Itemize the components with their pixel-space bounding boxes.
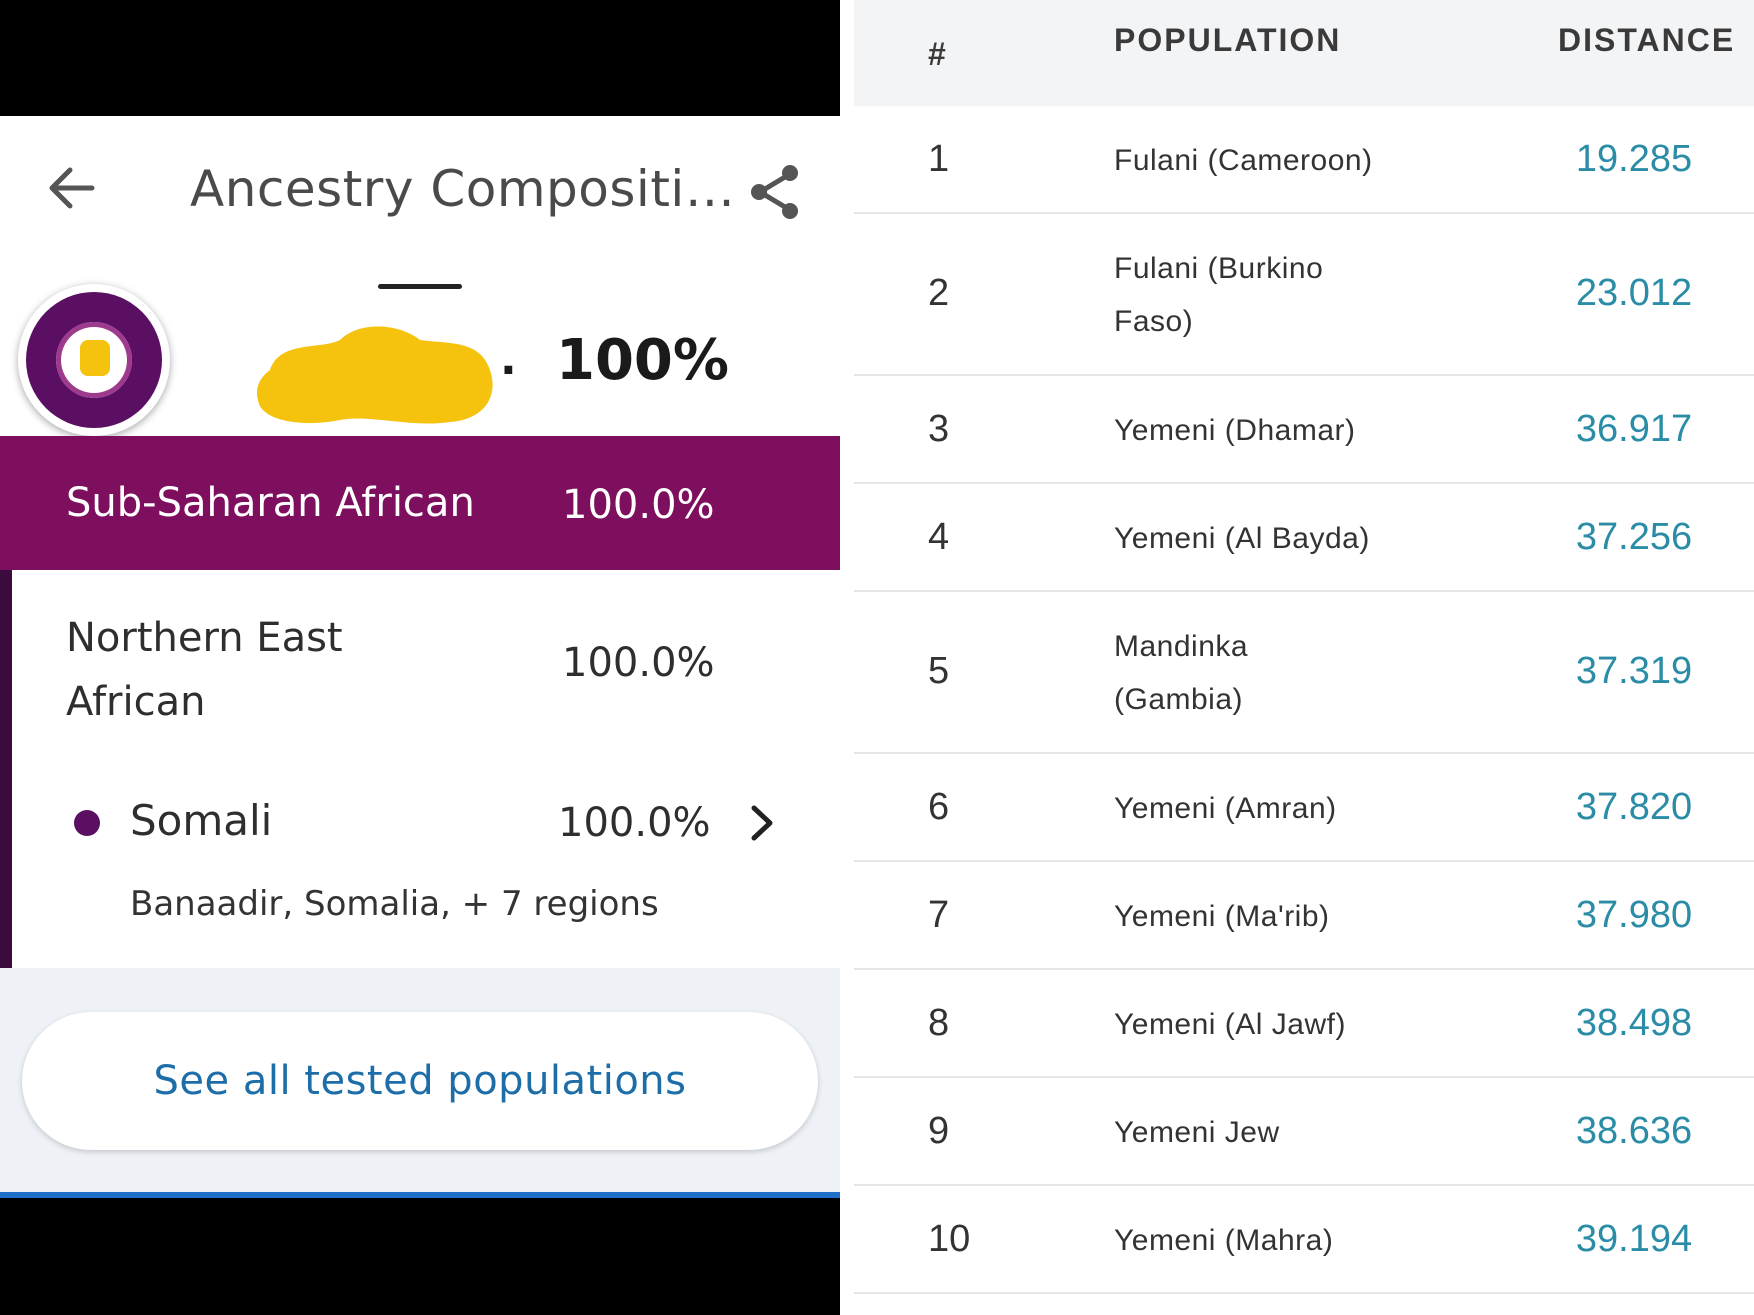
table-row: 2 Fulani (Burkino Faso) 23.012 xyxy=(854,214,1754,376)
row-population: Yemeni (Ma'rib) xyxy=(1114,900,1330,933)
back-button[interactable] xyxy=(40,156,104,220)
row-rank: 2 xyxy=(928,272,950,314)
subcategory-label: Northern East African xyxy=(66,615,343,725)
page-title: Ancestry Compositi… xyxy=(190,160,736,218)
population-color-dot xyxy=(74,810,100,836)
table-row: 4 Yemeni (Al Bayda) 37.256 xyxy=(854,484,1754,592)
arrow-left-icon xyxy=(49,167,95,209)
row-rank: 10 xyxy=(928,1218,971,1260)
table-header: # POPULATION DISTANCE xyxy=(854,0,1754,108)
chevron-right-icon xyxy=(751,805,773,841)
row-distance: 38.498 xyxy=(1575,1002,1693,1044)
summary-percent: 100% xyxy=(556,328,730,393)
name-ellipsis: . xyxy=(500,334,517,385)
population-label[interactable]: Somali xyxy=(130,796,273,845)
population-expand-button[interactable] xyxy=(742,798,782,848)
footer-area: See all tested populations xyxy=(0,968,840,1192)
row-distance: 23.012 xyxy=(1575,272,1693,314)
bottom-black-bar xyxy=(0,1198,840,1315)
row-population: Yemeni (Al Jawf) xyxy=(1114,1008,1346,1041)
see-all-populations-button[interactable]: See all tested populations xyxy=(22,1012,818,1150)
app-bar: Ancestry Compositi… xyxy=(0,116,840,264)
row-distance: 37.820 xyxy=(1575,786,1693,828)
row-rank: 8 xyxy=(928,1002,950,1044)
row-rank: 5 xyxy=(928,650,950,692)
row-rank: 9 xyxy=(928,1110,950,1152)
category-percent: 100.0% xyxy=(562,482,715,528)
row-rank: 1 xyxy=(928,138,950,180)
row-population: Fulani (Burkino Faso) xyxy=(1114,252,1324,338)
column-header-distance: DISTANCE xyxy=(1558,22,1736,58)
row-distance: 36.917 xyxy=(1575,408,1693,450)
row-population: Yemeni (Dhamar) xyxy=(1114,414,1356,447)
row-population: Yemeni (Mahra) xyxy=(1114,1224,1334,1257)
category-row-sub-saharan-african[interactable]: Sub-Saharan African 100.0% xyxy=(0,436,840,570)
population-percent: 100.0% xyxy=(558,800,711,846)
population-regions: Banaadir, Somalia, + 7 regions xyxy=(130,884,659,924)
table-row: 1 Fulani (Cameroon) 19.285 xyxy=(854,106,1754,214)
bottom-accent-line xyxy=(0,1192,840,1198)
column-header-population: POPULATION xyxy=(1114,22,1342,58)
top-black-bar xyxy=(0,0,840,116)
share-icon xyxy=(751,165,798,219)
column-header-rank: # xyxy=(928,36,948,72)
row-rank: 7 xyxy=(928,894,950,936)
population-distance-table: # POPULATION DISTANCE 1 Fulani (Cameroon… xyxy=(854,0,1754,1315)
row-distance: 37.256 xyxy=(1575,516,1693,558)
table-row: 10 Yemeni (Mahra) 39.194 xyxy=(854,1186,1754,1294)
row-rank: 3 xyxy=(928,408,950,450)
subcategory-section: Northern East African 100.0% Somali 100.… xyxy=(0,570,840,968)
avatar xyxy=(18,284,170,436)
row-population: Yemeni (Amran) xyxy=(1114,792,1337,825)
category-label: Sub-Saharan African xyxy=(66,480,475,526)
row-rank: 6 xyxy=(928,786,950,828)
row-distance: 37.980 xyxy=(1575,894,1693,936)
ancestry-summary: . 100% xyxy=(0,264,840,436)
ancestry-composition-panel: Ancestry Compositi… . 100% Sub-Saharan A… xyxy=(0,0,840,1315)
row-population: Yemeni Jew xyxy=(1114,1116,1280,1149)
row-population: Fulani (Cameroon) xyxy=(1114,144,1373,177)
share-button[interactable] xyxy=(744,160,808,224)
row-population: Mandinka (Gambia) xyxy=(1114,630,1249,716)
table-row: 5 Mandinka (Gambia) 37.319 xyxy=(854,592,1754,754)
subcategory-percent: 100.0% xyxy=(562,640,715,686)
subcategory-color-bar xyxy=(0,570,12,968)
table-row: 7 Yemeni (Ma'rib) 37.980 xyxy=(854,862,1754,970)
table-row: 8 Yemeni (Al Jawf) 38.498 xyxy=(854,970,1754,1078)
table-row: 9 Yemeni Jew 38.636 xyxy=(854,1078,1754,1186)
row-population: Yemeni (Al Bayda) xyxy=(1114,522,1370,555)
row-rank: 4 xyxy=(928,516,950,558)
table-row: 3 Yemeni (Dhamar) 36.917 xyxy=(854,376,1754,484)
row-distance: 19.285 xyxy=(1575,138,1693,180)
drag-handle[interactable] xyxy=(378,284,462,289)
row-distance: 38.636 xyxy=(1575,1110,1693,1152)
row-distance: 39.194 xyxy=(1575,1218,1693,1260)
panel-divider xyxy=(840,0,854,1315)
redacted-name-scribble xyxy=(256,326,493,424)
row-distance: 37.319 xyxy=(1575,650,1693,692)
table-row: 6 Yemeni (Amran) 37.820 xyxy=(854,754,1754,862)
